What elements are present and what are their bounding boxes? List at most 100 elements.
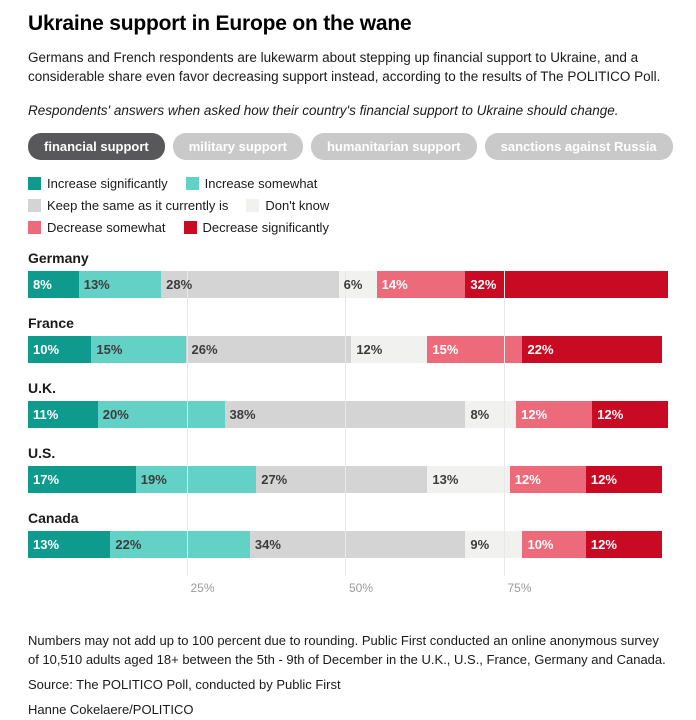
legend-label: Increase somewhat <box>204 176 318 192</box>
bar-segment-decrease-significantly: 12% <box>585 531 662 559</box>
tab-humanitarian-support[interactable]: humanitarian support <box>310 133 477 161</box>
segment-value-label: 12% <box>521 407 548 423</box>
segment-value-label: 12% <box>590 537 617 553</box>
bar-segment-increase-significantly: 8% <box>28 271 79 299</box>
page-title: Ukraine support in Europe on the wane <box>28 12 412 35</box>
legend-item-decrease-significantly: Decrease significantly <box>183 220 329 235</box>
legend-item-don-t-know: Don't know <box>246 198 329 213</box>
legend-swatch-icon-increase-somewhat <box>185 177 199 191</box>
bar-segment-decrease-somewhat: 12% <box>516 401 593 429</box>
segment-value-label: 19% <box>140 472 167 488</box>
bar-segment-keep-the-same-as-it-currently-is: 26% <box>186 336 352 364</box>
segment-value-label: 12% <box>590 472 617 488</box>
gridline-overlay-25 <box>186 271 188 577</box>
stacked-bar-u-k: 11% 20% 38% 8% 12% 12% <box>28 401 669 429</box>
bar-segment-don-t-know: 9% <box>465 531 523 559</box>
legend-item-increase-significantly: Increase significantly <box>28 176 168 191</box>
bar-segment-increase-somewhat: 22% <box>110 531 250 559</box>
segment-value-label: 14% <box>381 277 408 293</box>
stacked-bar-canada: 13% 22% 34% 9% 10% 12% <box>28 531 669 559</box>
x-axis-tick-75: 75% <box>507 581 532 596</box>
stacked-bar-germany: 8% 13% 28% 6% 14% 32% <box>28 271 669 299</box>
topic-tab-bar: financial support military support humanit… <box>28 133 673 161</box>
segment-value-label: 12% <box>514 472 541 488</box>
chart-question: Respondents' answers when asked how thei… <box>28 103 619 119</box>
bar-segment-increase-somewhat: 13% <box>78 271 162 299</box>
legend-label: Don't know <box>265 198 330 214</box>
segment-value-label: 11% <box>33 407 59 423</box>
legend-swatch-icon-decrease-significantly <box>183 221 197 235</box>
segment-value-label: 20% <box>102 407 129 423</box>
legend-label: Keep the same as it currently is <box>47 198 229 214</box>
bar-segment-don-t-know: 13% <box>427 466 510 494</box>
segment-value-label: 34% <box>254 537 281 553</box>
segment-value-label: 8% <box>33 277 52 293</box>
bar-segment-don-t-know: 12% <box>351 336 428 364</box>
legend-label: Decrease somewhat <box>47 220 166 236</box>
segment-value-label: 22% <box>527 342 554 358</box>
segment-value-label: 22% <box>115 537 142 553</box>
country-row-canada: Canada 13% 22% 34% 9% 10% 12% <box>28 510 669 575</box>
country-label: U.S. <box>28 445 56 462</box>
bar-segment-decrease-significantly: 12% <box>585 466 662 494</box>
bar-segment-increase-significantly: 10% <box>28 336 92 364</box>
legend-swatch-icon-keep-the-same-as-it-currently-is <box>28 199 41 213</box>
legend-item-increase-somewhat: Increase somewhat <box>185 176 318 192</box>
gridline-overlay-50 <box>345 271 346 577</box>
legend-row: Increase significantly Increase somewhat <box>28 176 668 191</box>
gridline-overlay-75 <box>503 271 505 577</box>
methodology-note: Numbers may not add up to 100 percent du… <box>28 633 666 668</box>
legend-row: Keep the same as it currently is Don't kn… <box>28 198 668 213</box>
source-line: Source: The POLITICO Poll, conducted by … <box>28 677 341 692</box>
bar-segment-don-t-know: 6% <box>338 271 377 299</box>
bar-segment-decrease-significantly: 22% <box>522 336 662 364</box>
segment-value-label: 9% <box>470 537 490 553</box>
bar-segment-increase-somewhat: 20% <box>97 401 225 429</box>
chart-subtitle: Germans and French respondents are lukew… <box>28 50 661 85</box>
x-axis-tick-25: 25% <box>190 581 215 596</box>
bar-segment-decrease-significantly: 32% <box>465 271 669 299</box>
bar-segment-increase-significantly: 11% <box>28 401 98 429</box>
bar-segment-increase-somewhat: 15% <box>91 336 187 364</box>
country-row-germany: Germany 8% 13% 28% 6% 14% 32% <box>28 250 669 315</box>
bar-segment-decrease-somewhat: 12% <box>509 466 586 494</box>
tab-financial-support[interactable]: financial support <box>28 133 165 161</box>
segment-value-label: 28% <box>166 277 193 293</box>
legend: Increase significantly Increase somewhat K… <box>28 176 668 235</box>
country-label: Germany <box>28 250 89 267</box>
byline: Hanne Cokelaere/POLITICO <box>28 701 194 717</box>
legend-label: Increase significantly <box>47 176 168 192</box>
segment-value-label: 13% <box>33 537 60 553</box>
footer: Numbers may not add up to 100 percent du… <box>28 632 668 719</box>
country-label: Canada <box>28 510 79 527</box>
segment-value-label: 10% <box>527 537 554 553</box>
bar-segment-decrease-somewhat: 10% <box>522 531 586 559</box>
tab-military-support[interactable]: military support <box>172 133 303 161</box>
bar-segment-decrease-somewhat: 14% <box>376 271 466 299</box>
legend-swatch-icon-don-t-know <box>246 199 260 213</box>
segment-value-label: 13% <box>432 472 459 488</box>
segment-value-label: 10% <box>33 342 60 358</box>
legend-swatch-icon-decrease-somewhat <box>28 221 41 235</box>
country-row-france: France 10% 15% 26% 12% 15% 22% <box>28 315 669 380</box>
chart-area: Germany 8% 13% 28% 6% 14% 32% France 10% 15% 26% 12… <box>28 250 669 602</box>
legend-swatch-icon-increase-significantly <box>28 177 41 191</box>
legend-item-keep-the-same-as-it-currently-is: Keep the same as it currently is <box>28 198 228 213</box>
segment-value-label: 32% <box>470 277 497 293</box>
segment-value-label: 38% <box>229 407 256 423</box>
country-row-u-k: U.K. 11% 20% 38% 8% 12% 12% <box>28 380 669 445</box>
bar-segment-keep-the-same-as-it-currently-is: 27% <box>256 466 428 494</box>
segment-value-label: 15% <box>96 342 123 358</box>
bar-segment-don-t-know: 8% <box>465 401 517 429</box>
stacked-bar-france: 10% 15% 26% 12% 15% 22% <box>28 336 669 364</box>
segment-value-label: 13% <box>83 277 110 293</box>
country-row-u-s: U.S. 17% 19% 27% 13% 12% 12% <box>28 445 669 510</box>
tab-sanctions-against-russia[interactable]: sanctions against Russia <box>484 133 673 161</box>
segment-value-label: 26% <box>191 342 218 358</box>
segment-value-label: 12% <box>356 342 383 358</box>
bar-segment-increase-significantly: 13% <box>28 531 111 559</box>
legend-row: Decrease somewhat Decrease significantly <box>28 220 668 235</box>
bar-segment-keep-the-same-as-it-currently-is: 28% <box>161 271 339 299</box>
segment-value-label: 17% <box>33 472 60 488</box>
